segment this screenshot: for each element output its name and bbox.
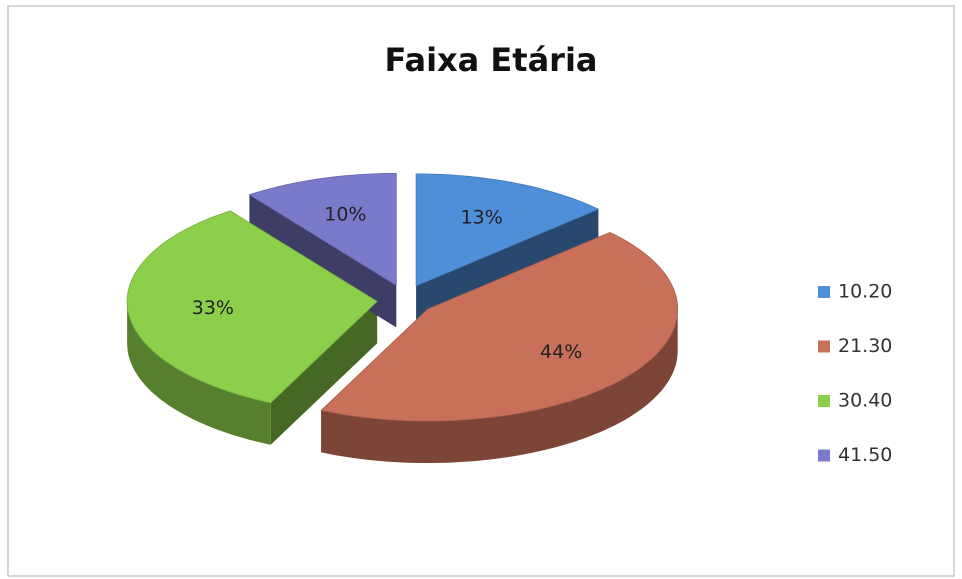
legend-swatch [818,286,830,298]
legend-swatch [818,340,830,353]
pie-slice [415,173,600,287]
data-label: 33% [192,297,234,319]
chart-title: Faixa Etária [384,41,597,79]
pie-side [321,309,678,463]
data-label: 13% [461,207,503,229]
pie-slice [126,210,378,404]
legend-swatch [818,395,830,407]
legend-label: 41.50 [838,444,892,466]
pie-slice [248,173,397,287]
pie-slice [320,231,678,422]
pie-wall [270,301,378,445]
data-label: 44% [540,341,582,363]
data-label: 10% [324,204,366,226]
pie-tops [126,173,678,422]
pie-side [127,301,271,445]
legend-label: 10.20 [838,281,892,303]
legend-label: 30.40 [838,390,892,412]
legend-label: 21.30 [838,335,892,357]
legend-swatch [818,449,830,462]
